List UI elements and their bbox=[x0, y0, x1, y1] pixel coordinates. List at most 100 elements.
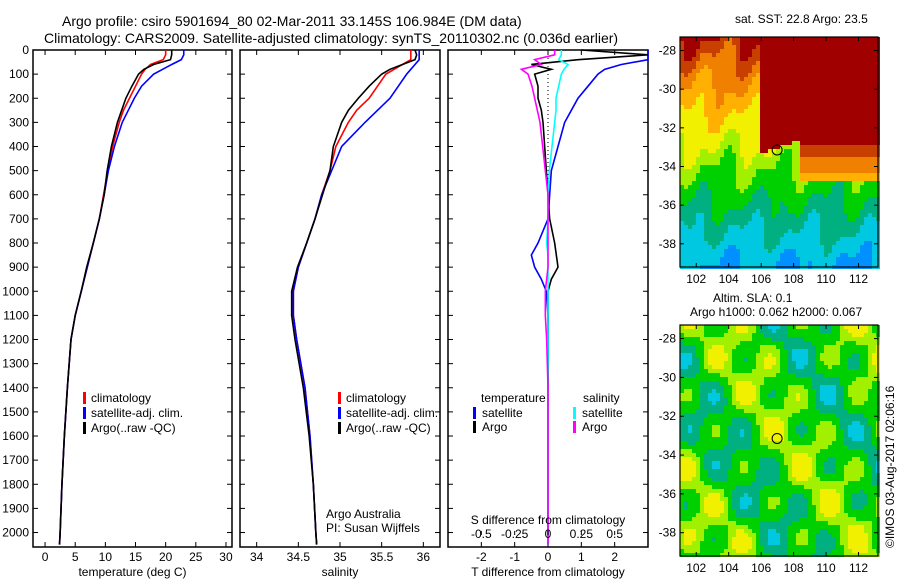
map-cell bbox=[692, 113, 696, 117]
map-cell bbox=[740, 249, 744, 253]
map-cell bbox=[724, 345, 728, 349]
map-cell bbox=[768, 89, 772, 93]
map-cell bbox=[792, 397, 796, 401]
map-cell bbox=[772, 109, 776, 113]
map-cell bbox=[860, 345, 864, 349]
map-cell bbox=[708, 345, 712, 349]
map-cell bbox=[680, 413, 684, 417]
map-cell bbox=[828, 341, 832, 345]
map-cell bbox=[848, 193, 852, 197]
map-cell bbox=[724, 357, 728, 361]
map-cell bbox=[712, 69, 716, 73]
map-cell bbox=[772, 157, 776, 161]
map-cell bbox=[692, 181, 696, 185]
map-cell bbox=[764, 125, 768, 129]
map-cell bbox=[800, 465, 804, 469]
map-cell bbox=[700, 169, 704, 173]
map-cell bbox=[804, 81, 808, 85]
map-cell bbox=[760, 205, 764, 209]
map-cell bbox=[764, 113, 768, 117]
map-cell bbox=[708, 441, 712, 445]
map-cell bbox=[784, 425, 788, 429]
map-cell bbox=[740, 417, 744, 421]
map-cell bbox=[828, 125, 832, 129]
map-cell bbox=[820, 441, 824, 445]
map-cell bbox=[732, 169, 736, 173]
map-cell bbox=[816, 461, 820, 465]
map-cell bbox=[844, 69, 848, 73]
map-cell bbox=[812, 61, 816, 65]
map-cell bbox=[704, 349, 708, 353]
map-cell bbox=[692, 177, 696, 181]
map-cell bbox=[860, 421, 864, 425]
map-cell bbox=[708, 221, 712, 225]
map-cell bbox=[764, 429, 768, 433]
map-cell bbox=[748, 165, 752, 169]
map-cell bbox=[740, 101, 744, 105]
map-cell bbox=[772, 357, 776, 361]
map-cell bbox=[716, 125, 720, 129]
map-cell bbox=[740, 441, 744, 445]
map-cell bbox=[796, 141, 800, 145]
map-cell bbox=[688, 441, 692, 445]
map-cell bbox=[852, 325, 856, 329]
map-cell bbox=[688, 453, 692, 457]
map-cell bbox=[848, 349, 852, 353]
map-cell bbox=[736, 97, 740, 101]
map-cell bbox=[860, 449, 864, 453]
map-cell bbox=[788, 337, 792, 341]
map-cell bbox=[740, 77, 744, 81]
map-cell bbox=[784, 53, 788, 57]
map-cell bbox=[788, 241, 792, 245]
map-cell bbox=[680, 421, 684, 425]
map-cell bbox=[772, 341, 776, 345]
map-cell bbox=[776, 229, 780, 233]
map-cell bbox=[844, 37, 848, 41]
map-cell bbox=[800, 141, 804, 145]
map-cell bbox=[796, 225, 800, 229]
map-cell bbox=[752, 153, 756, 157]
map-cell bbox=[856, 429, 860, 433]
map-cell bbox=[772, 333, 776, 337]
map-cell bbox=[700, 389, 704, 393]
map-cell bbox=[752, 97, 756, 101]
map-cell bbox=[684, 249, 688, 253]
map-cell bbox=[868, 77, 872, 81]
map-cell bbox=[700, 361, 704, 365]
map-cell bbox=[708, 185, 712, 189]
map-cell bbox=[872, 65, 876, 69]
map-cell bbox=[792, 197, 796, 201]
map-cell bbox=[856, 453, 860, 457]
map-cell bbox=[800, 217, 804, 221]
map-cell bbox=[864, 61, 868, 65]
map-cell bbox=[824, 353, 828, 357]
map-cell bbox=[728, 257, 732, 261]
map-cell bbox=[688, 457, 692, 461]
map-cell bbox=[704, 221, 708, 225]
map-cell bbox=[816, 325, 820, 329]
map-cell bbox=[764, 389, 768, 393]
map-cell bbox=[760, 441, 764, 445]
map-cell bbox=[848, 45, 852, 49]
sst-xtick-label: 110 bbox=[816, 272, 835, 286]
map-cell bbox=[820, 233, 824, 237]
map-cell bbox=[856, 165, 860, 169]
map-cell bbox=[692, 249, 696, 253]
map-cell bbox=[716, 117, 720, 121]
map-cell bbox=[832, 237, 836, 241]
map-cell bbox=[832, 197, 836, 201]
map-cell bbox=[808, 157, 812, 161]
map-cell bbox=[768, 181, 772, 185]
map-cell bbox=[732, 53, 736, 57]
map-cell bbox=[720, 329, 724, 333]
map-cell bbox=[776, 341, 780, 345]
map-cell bbox=[804, 257, 808, 261]
map-cell bbox=[816, 401, 820, 405]
map-cell bbox=[716, 409, 720, 413]
map-cell bbox=[692, 449, 696, 453]
map-cell bbox=[800, 437, 804, 441]
map-cell bbox=[784, 165, 788, 169]
map-cell bbox=[856, 205, 860, 209]
map-cell bbox=[708, 109, 712, 113]
map-cell bbox=[684, 181, 688, 185]
